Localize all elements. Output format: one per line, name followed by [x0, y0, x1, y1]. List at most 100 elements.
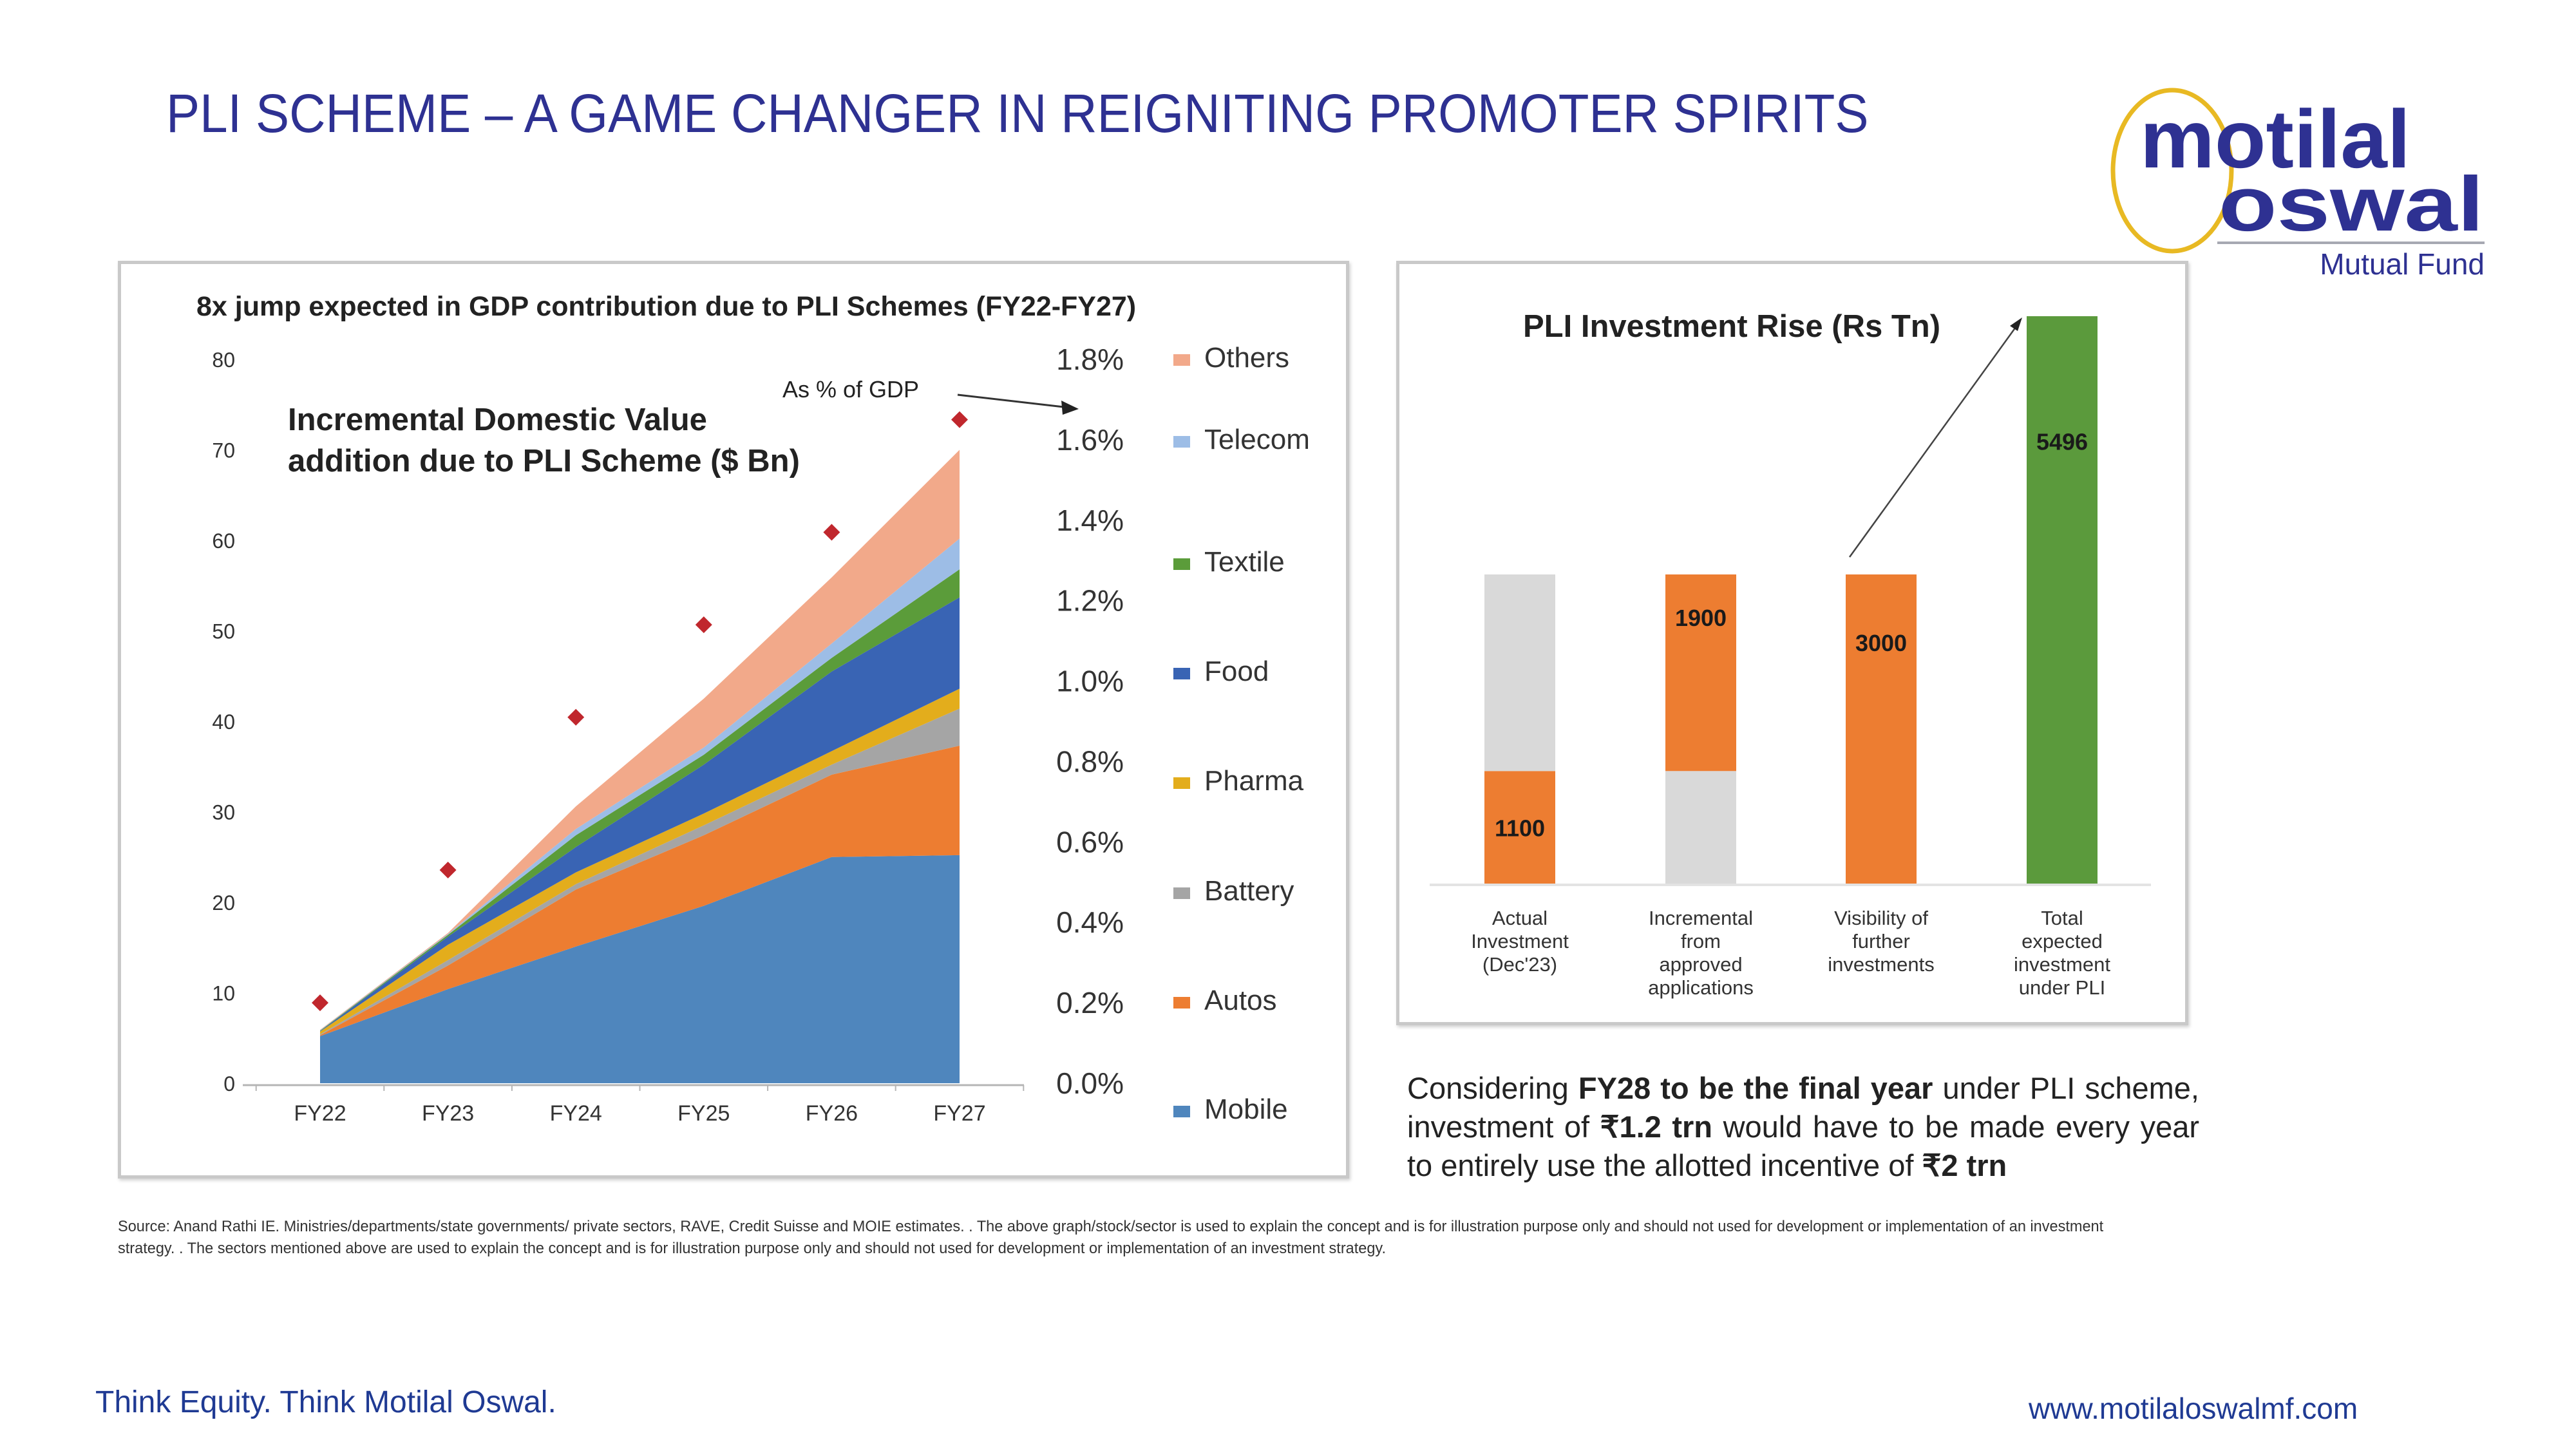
- logo-line1: motilal: [2140, 93, 2410, 185]
- gdp-pct-marker: [312, 994, 328, 1012]
- legend-label: Mobile: [1204, 1094, 1288, 1125]
- y-tick-label: 80: [212, 348, 235, 372]
- x-tick-label: FY24: [550, 1101, 602, 1126]
- category-label: Visibility of further investments: [1828, 907, 1934, 976]
- logo-divider: [2217, 242, 2485, 244]
- logo-line2: oswal: [2219, 161, 2484, 247]
- chart-title: 8x jump expected in GDP contribution due…: [196, 291, 1136, 322]
- legend-label: Telecom: [1204, 424, 1310, 455]
- y-tick-label: 30: [212, 801, 235, 824]
- legend-item-battery: Battery: [1173, 875, 1294, 907]
- chart-subtitle-line2: addition due to PLI Scheme ($ Bn): [288, 444, 800, 478]
- legend-swatch: [1173, 558, 1190, 570]
- legend-swatch: [1173, 668, 1190, 679]
- chart-subtitle-line1: Incremental Domestic Value: [288, 402, 707, 437]
- area-food: [320, 597, 960, 1032]
- footer-tagline: Think Equity. Think Motilal Oswal.: [95, 1385, 556, 1419]
- legend-label: Food: [1204, 656, 1269, 687]
- y2-tick-label: 0.0%: [1056, 1066, 1124, 1100]
- y-tick-label: 50: [212, 620, 235, 643]
- y2-tick-label: 0.6%: [1056, 825, 1124, 858]
- gdp-pct-marker: [823, 524, 840, 541]
- x-tick-label: FY25: [677, 1101, 730, 1126]
- bar-segment-value: [1665, 574, 1736, 772]
- gdp-pct-marker: [695, 616, 712, 634]
- x-axis: FY22 FY23 FY24 FY25 FY26 FY27: [243, 1084, 1025, 1126]
- para-text-1: Considering: [1407, 1071, 1578, 1105]
- area-battery: [320, 708, 960, 1036]
- bar-data-label: 5496: [2036, 428, 2088, 455]
- annotation-arrow-icon: [957, 393, 1079, 415]
- stacked-areas: [320, 450, 960, 1083]
- bar-data-label: 3000: [1855, 630, 1907, 656]
- area-pharma: [320, 688, 960, 1035]
- y-tick-label: 0: [223, 1072, 235, 1095]
- bar-segment-top: [1484, 574, 1555, 772]
- y2-tick-label: 1.8%: [1056, 343, 1124, 376]
- legend-label: Autos: [1204, 985, 1277, 1016]
- legend-swatch: [1173, 777, 1190, 789]
- bar-segment-value: [1484, 771, 1555, 885]
- bars: 1100 1900 3000 5496: [1484, 316, 2098, 885]
- para-bold-1: FY28 to be the final year: [1578, 1071, 1933, 1105]
- y-tick-label: 40: [212, 710, 235, 734]
- para-bold-2: ₹1.2 trn: [1600, 1110, 1713, 1144]
- chart-title: PLI Investment Rise (Rs Tn): [1523, 309, 1940, 344]
- area-mobile: [320, 855, 960, 1083]
- legend-item-telecom: Telecom: [1173, 424, 1310, 455]
- category-labels: Actual Investment (Dec'23) Incremental from a…: [1471, 907, 2110, 999]
- legend-label: Others: [1204, 342, 1289, 374]
- footer-website-link[interactable]: www.motilaloswalmf.com: [2029, 1392, 2358, 1425]
- pli-commentary: Considering FY28 to be the final year un…: [1407, 1069, 2199, 1185]
- gdp-pct-markers: [312, 411, 968, 1012]
- y2-tick-label: 0.8%: [1056, 744, 1124, 778]
- legend-label: Pharma: [1204, 765, 1304, 797]
- logo-tagline: Mutual Fund: [2320, 247, 2485, 281]
- y2-tick-label: 1.2%: [1056, 584, 1124, 618]
- legend-swatch: [1173, 436, 1190, 448]
- y2-tick-label: 1.0%: [1056, 665, 1124, 698]
- legend-item-food: Food: [1173, 656, 1269, 687]
- category-label: Total expected investment under PLI: [2014, 907, 2110, 999]
- y-tick-label: 60: [212, 529, 235, 553]
- para-bold-3: ₹2 trn: [1922, 1148, 2007, 1182]
- area-textile: [320, 569, 960, 1032]
- y2-tick-label: 1.6%: [1056, 423, 1124, 457]
- gdp-pct-marker: [567, 708, 585, 726]
- source-disclaimer: Source: Anand Rathi IE. Ministries/depar…: [118, 1218, 2104, 1257]
- as-pct-gdp-annotation: As % of GDP: [782, 376, 919, 402]
- legend-swatch: [1173, 997, 1190, 1009]
- bar-segment-value: [1846, 574, 1917, 885]
- legend-item-autos: Autos: [1173, 985, 1277, 1016]
- y-tick-label: 20: [212, 891, 235, 914]
- y-axis-left: 0 10 20 30 40 50 60 70 80: [212, 348, 235, 1095]
- x-tick-label: FY27: [933, 1101, 985, 1126]
- y-tick-label: 10: [212, 982, 235, 1005]
- bar-data-label: 1900: [1675, 605, 1727, 631]
- y-axis-right: 0.0% 0.2% 0.4% 0.6% 0.8% 1.0% 1.2% 1.4% 1.6% 1.8%: [1056, 343, 1124, 1100]
- legend-swatch: [1173, 1106, 1190, 1117]
- y2-tick-label: 0.4%: [1056, 905, 1124, 939]
- bar-segment-total: [2027, 316, 2098, 885]
- growth-arrow-icon: [1848, 317, 2022, 558]
- gdp-pct-marker: [439, 862, 457, 879]
- category-label: Actual Investment (Dec'23): [1471, 907, 1569, 976]
- legend-item-mobile: Mobile: [1173, 1094, 1288, 1125]
- bar-data-label: 1100: [1495, 815, 1545, 842]
- legend-swatch: [1173, 354, 1190, 366]
- legend-swatch: [1173, 887, 1190, 899]
- x-tick-label: FY23: [422, 1101, 474, 1126]
- area-autos: [320, 745, 960, 1036]
- y-tick-label: 70: [212, 439, 235, 462]
- y2-tick-label: 0.2%: [1056, 986, 1124, 1019]
- legend-item-pharma: Pharma: [1173, 765, 1304, 797]
- para-text-3: would have to be made every year to enti…: [1407, 1110, 2200, 1182]
- bar-segment-base: [1665, 771, 1736, 885]
- legend-item-others: Others: [1173, 342, 1289, 374]
- x-tick-label: FY22: [294, 1101, 346, 1126]
- legend-item-textile: Textile: [1173, 546, 1285, 578]
- y2-tick-label: 1.4%: [1056, 504, 1124, 537]
- legend-label: Battery: [1204, 875, 1294, 907]
